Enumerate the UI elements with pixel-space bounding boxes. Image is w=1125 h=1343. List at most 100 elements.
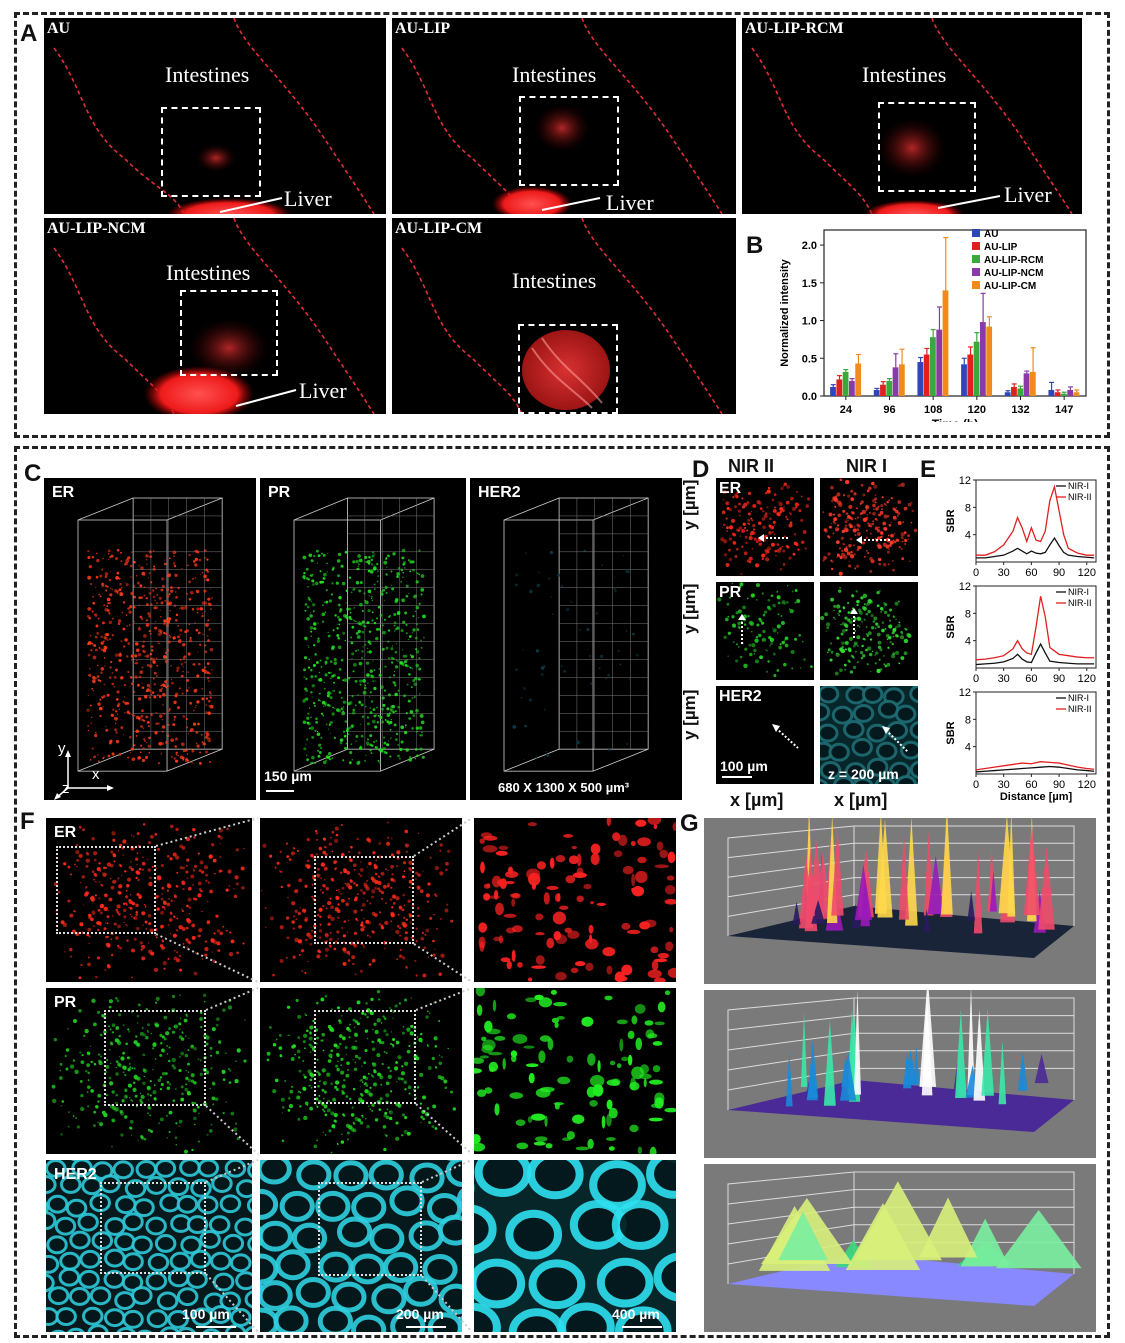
liver-label: Liver (1004, 182, 1052, 207)
bar (1017, 388, 1024, 396)
x-tick-label: 24 (840, 404, 853, 416)
bar (1061, 393, 1067, 396)
image-3d-her2: HER2 680 X 1300 X 500 µm³ (470, 478, 682, 800)
x-tick-label: 90 (1053, 673, 1065, 685)
bar (1004, 392, 1011, 396)
y-tick-label: 1.5 (802, 278, 817, 290)
roi-box (161, 107, 261, 197)
x-tick-label: 0 (973, 567, 979, 579)
x-tick-label: 120 (1078, 673, 1096, 685)
panel-label-d: D (692, 456, 710, 483)
liver-label: Liver (299, 378, 347, 403)
panel-label-e: E (920, 456, 937, 483)
legend-swatch (972, 229, 980, 237)
bar (880, 384, 886, 396)
scale-bar (196, 1326, 236, 1328)
depth-label: z = 200 µm (828, 766, 899, 782)
legend-label: AU-LIP-RCM (984, 255, 1043, 266)
y-tick-label: 8 (965, 502, 971, 514)
scale-bar (722, 776, 752, 778)
intestines-label: Intestines (862, 62, 947, 87)
x-axis-title: Time (h) (932, 417, 978, 422)
image-au-lip-rcm: AU-LIP-RCM Intestines Liver (742, 18, 1082, 214)
title-er: ER (52, 484, 75, 501)
row-label-er: ER (719, 480, 742, 497)
row-label-her2: HER2 (54, 1166, 97, 1183)
x-tick-label: 30 (998, 779, 1010, 791)
zoom-box (314, 1010, 416, 1104)
y-tick-label: 4 (965, 636, 971, 648)
zoom-box (100, 1182, 206, 1274)
bar (830, 386, 836, 396)
legend-label: NIR-II (1068, 598, 1092, 608)
y-tick-label: 0.0 (802, 391, 817, 403)
bar (986, 326, 993, 396)
roi-box (878, 102, 976, 192)
d-pr-nir1 (820, 582, 918, 680)
legend-label: AU-LIP-CM (984, 281, 1036, 292)
scale-bar (406, 1326, 446, 1328)
g-surface-her2 (704, 1164, 1096, 1332)
f-er-2 (260, 818, 462, 982)
axis-x-label: x (92, 766, 100, 783)
x-tick-label: 120 (968, 404, 986, 416)
bar (1023, 373, 1030, 396)
bar (936, 329, 943, 396)
zoom-box (314, 856, 414, 944)
xyz-axes-icon (54, 750, 114, 800)
y-axis-label: y [µm] (680, 479, 699, 530)
x-tick-label: 30 (998, 567, 1010, 579)
scale-label: 100 µm (720, 758, 768, 774)
legend-label: AU-LIP (984, 242, 1018, 253)
g-surface-pr (704, 990, 1096, 1158)
intestines-label: Intestines (165, 62, 250, 87)
intestines-label: Intestines (512, 268, 597, 293)
image-title: AU-LIP-CM (395, 220, 483, 237)
intestines-label: Intestines (166, 260, 251, 285)
bar (979, 322, 986, 396)
panel-label-c: C (24, 460, 42, 487)
legend-label: NIR-I (1068, 481, 1089, 491)
y-tick-label: 12 (959, 581, 971, 593)
bar (1029, 371, 1036, 396)
zoom-box (56, 846, 156, 934)
legend-label: NIR-I (1068, 693, 1089, 703)
y-tick-label: 12 (959, 475, 971, 487)
plot-frame (823, 229, 1087, 397)
d-her2-nir2: HER2 100 µm (716, 686, 814, 784)
d-er-nir2: ER (716, 478, 814, 576)
bar (836, 379, 843, 396)
bar (1054, 392, 1061, 396)
bar (930, 337, 936, 396)
panel-ab-frame (14, 12, 1110, 438)
bar (898, 364, 905, 396)
bar (842, 371, 849, 396)
legend-swatch (972, 255, 980, 263)
liver-label: Liver (606, 190, 654, 214)
image-au: AU Intestines Liver (44, 18, 386, 214)
roi-box (180, 290, 278, 376)
image-title: AU-LIP (395, 20, 451, 37)
panel-label-f: F (20, 808, 35, 835)
image-au-lip-ncm: AU-LIP-NCM Intestines Liver (44, 218, 386, 414)
y-tick-label: 1.0 (802, 316, 817, 328)
scale-label: 150 µm (264, 768, 312, 784)
series-line (975, 642, 1095, 666)
bar (886, 380, 893, 396)
series-line (975, 596, 1095, 661)
x-tick-label: 120 (1078, 779, 1096, 791)
zoom-box (104, 1010, 206, 1106)
image-title: AU-LIP-NCM (47, 220, 146, 237)
bar (873, 389, 880, 396)
f-her2-3: 400 µm (474, 1160, 676, 1332)
bar (917, 362, 924, 396)
d-er-nir1 (820, 478, 918, 576)
legend-label: NIR-II (1068, 492, 1092, 502)
y-tick-label: 4 (965, 530, 971, 542)
x-tick-label: 0 (973, 673, 979, 685)
axis-z-label: z (62, 780, 70, 797)
y-axis-title: SBR (945, 615, 957, 638)
x-tick-label: 90 (1053, 567, 1065, 579)
x-tick-label: 120 (1078, 567, 1096, 579)
zoom-box (318, 1182, 422, 1276)
